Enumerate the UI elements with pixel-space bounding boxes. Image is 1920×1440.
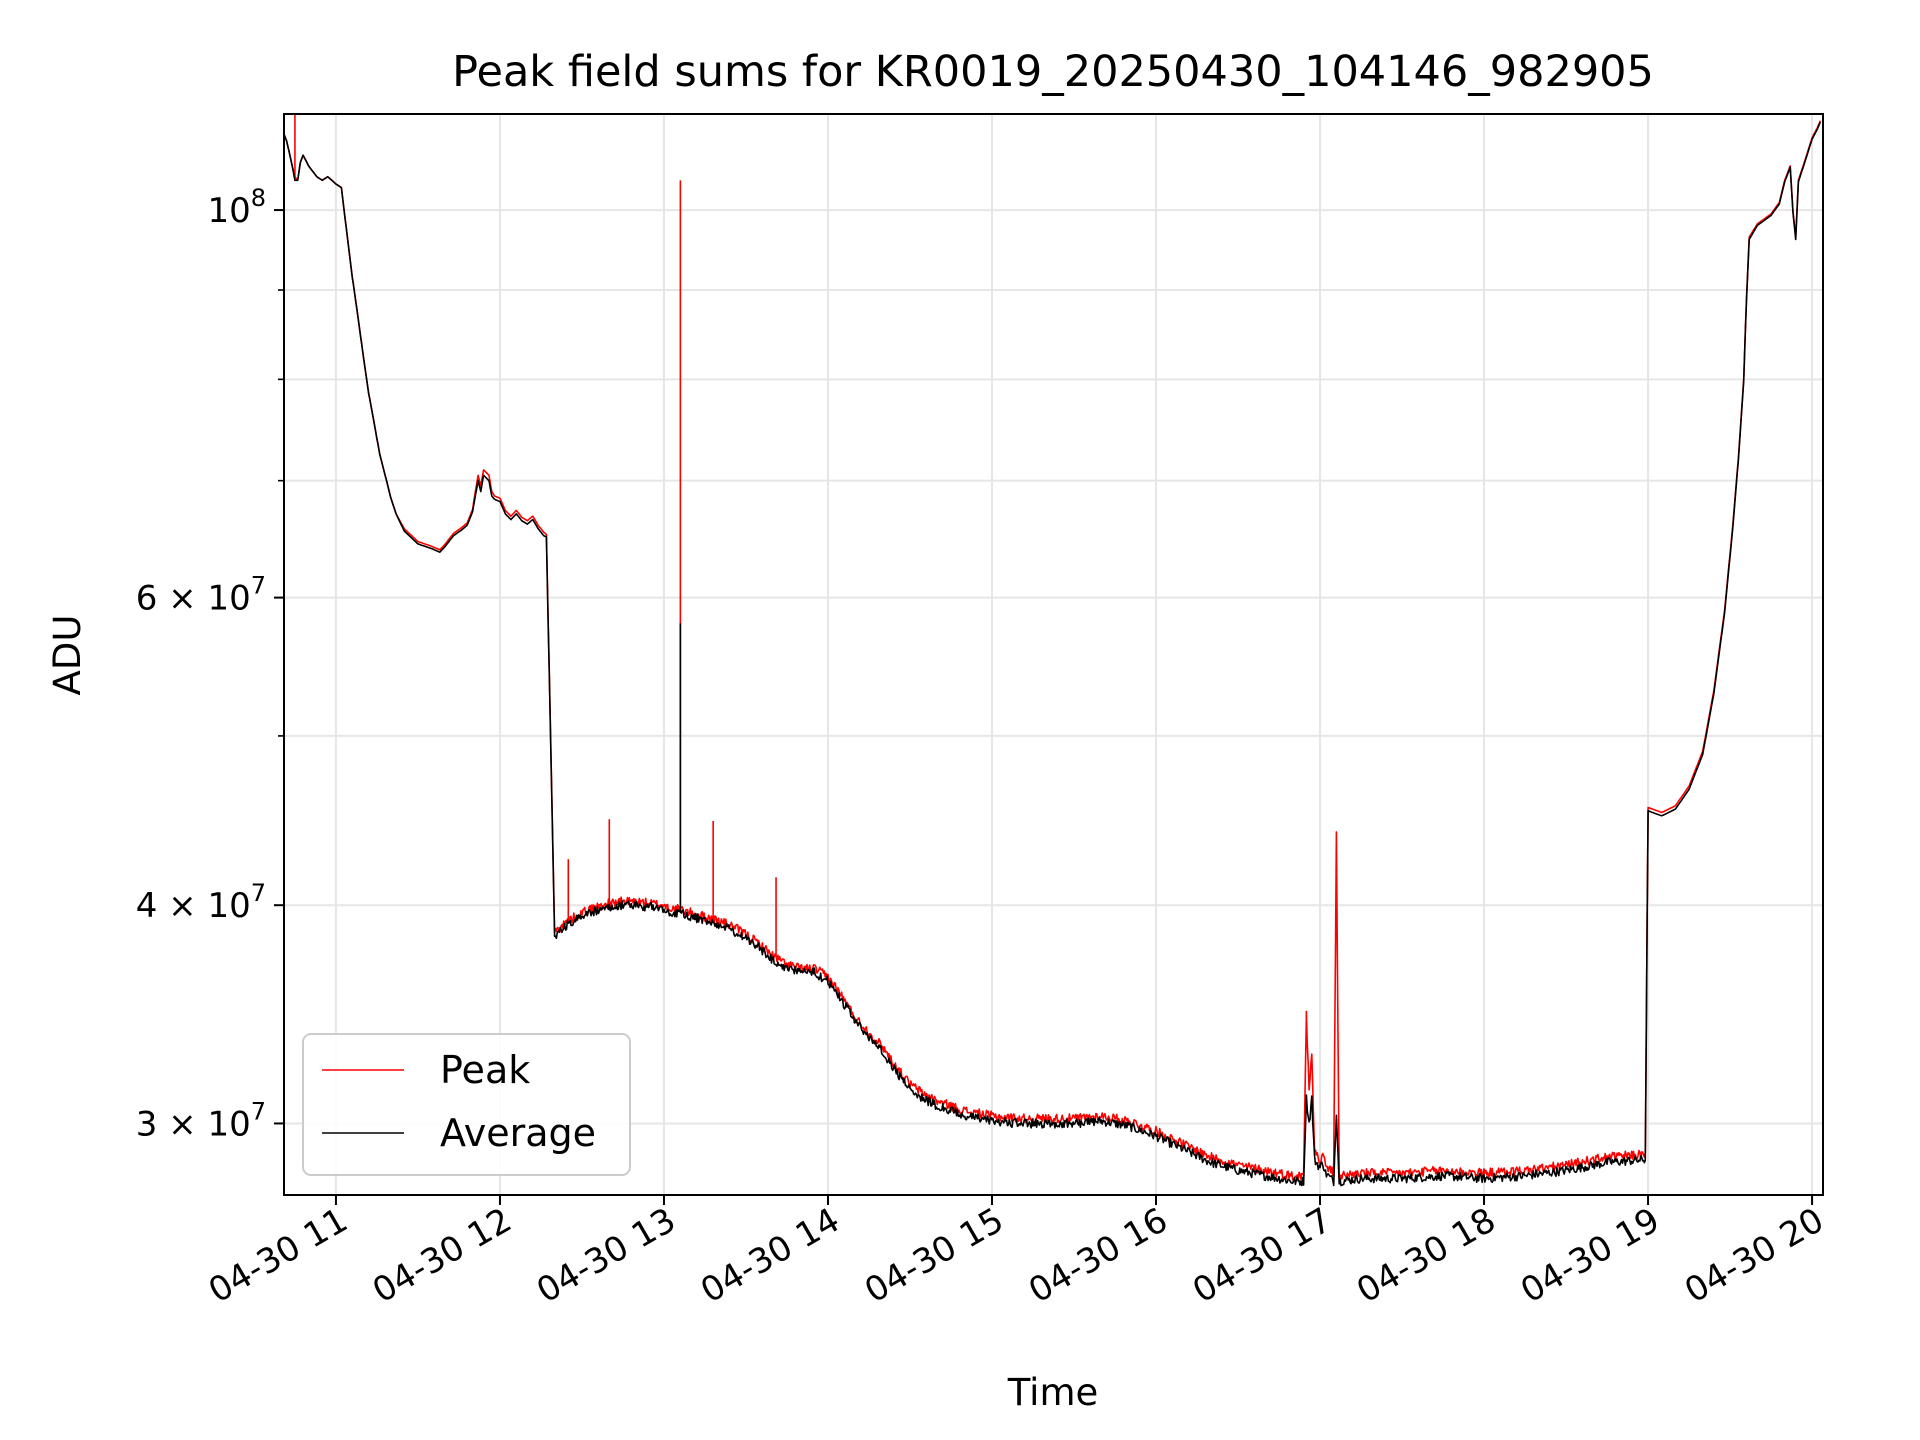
chart-title: Peak field sums for KR0019_20250430_1041… xyxy=(452,47,1654,97)
series-layer xyxy=(283,114,1822,1187)
y-tick-label: 6 × 107 xyxy=(136,572,266,619)
x-axis-title: Time xyxy=(1007,1371,1099,1414)
y-tick-label: 4 × 107 xyxy=(136,879,266,926)
plot-area xyxy=(284,114,1823,1195)
y-tick-label: 3 × 107 xyxy=(136,1097,266,1144)
series-line-average xyxy=(283,121,1822,1187)
y-axis: 108 6 × 107 4 × 107 3 × 107 xyxy=(136,184,284,1144)
legend-label-average: Average xyxy=(440,1111,596,1155)
y-axis-title: ADU xyxy=(46,615,89,696)
legend-label-peak: Peak xyxy=(440,1048,530,1092)
plot-frame xyxy=(283,113,1824,1196)
legend: Peak Average xyxy=(302,1033,631,1176)
y-tick-label: 108 xyxy=(207,184,266,231)
